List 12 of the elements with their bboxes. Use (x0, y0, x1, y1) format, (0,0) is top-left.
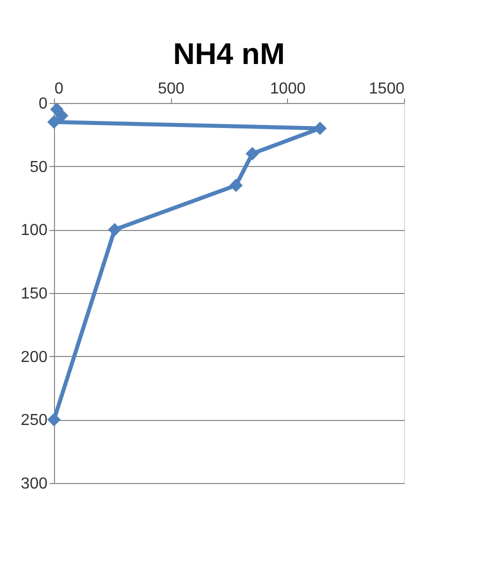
x-tick-label: 500 (158, 80, 185, 98)
y-tick-label: 150 (20, 286, 48, 302)
y-tick-label: 200 (20, 348, 48, 366)
y-tick-label: 0 (38, 96, 48, 112)
y-tick-label: 100 (20, 222, 48, 240)
x-tick-label: 0 (54, 80, 64, 98)
chart-title: NH4 nM (173, 38, 285, 71)
y-tick-label: 300 (20, 476, 48, 492)
y-tick-label: 250 (20, 412, 48, 430)
x-tick-label: 1000 (270, 80, 306, 98)
x-tick-label: 1500 (368, 80, 405, 98)
y-tick-label: 50 (30, 158, 48, 176)
